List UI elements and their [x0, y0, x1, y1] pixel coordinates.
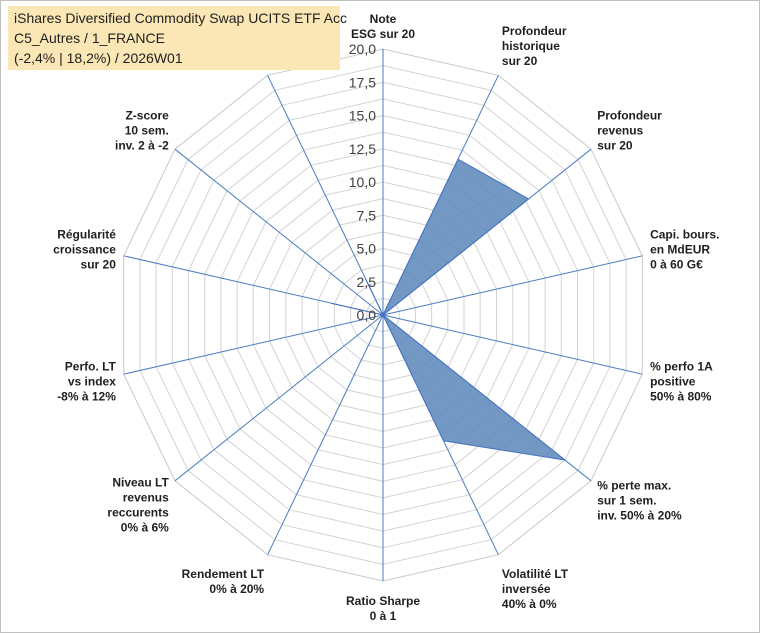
radar-tick-label: 20,0: [349, 41, 376, 57]
radar-axis-label-line: Profondeur: [597, 109, 662, 123]
radar-series-area: [330, 158, 567, 461]
chart-title-stats: (-2,4% | 18,2%) / 2026W01: [14, 50, 183, 66]
radar-axis-label-line: Capi. bours.: [650, 228, 719, 242]
radar-axis-label-line: 0% à 6%: [121, 521, 169, 535]
radar-axis-label-line: Ratio Sharpe: [346, 594, 420, 608]
chart-title-fund-name: iShares Diversified Commodity Swap UCITS…: [14, 10, 347, 26]
radar-axis-label-line: % perte max.: [597, 478, 671, 492]
radar-tick-label: 5,0: [357, 241, 377, 257]
radar-axis-label-line: revenus: [597, 124, 643, 138]
radar-axis-label-line: Niveau LT: [112, 476, 169, 490]
radar-tick-label: 15,0: [349, 108, 376, 124]
radar-axis-label-line: 40% à 0%: [502, 597, 557, 611]
radar-axis-label-line: vs index: [68, 375, 116, 389]
radar-axis-label-line: sur 20: [597, 139, 633, 153]
chart-title-box: iShares Diversified Commodity Swap UCITS…: [8, 6, 347, 70]
radar-axis-label-line: Rendement LT: [182, 567, 265, 581]
radar-tick-label: 0,0: [357, 307, 377, 323]
radar-tick-label: 17,5: [349, 74, 376, 90]
radar-tick-label: 10,0: [349, 174, 376, 190]
radar-axis-label-line: sur 20: [81, 258, 117, 272]
radar-axis-label-line: Z-score: [125, 109, 169, 123]
radar-axis-label-line: Profondeur: [502, 24, 567, 38]
radar-axis-label-line: reccurents: [107, 506, 169, 520]
radar-tick-label: 2,5: [357, 274, 377, 290]
radar-axis-label: % perte max.sur 1 sem.inv. 50% à 20%: [597, 478, 682, 522]
radar-axis-label-line: revenus: [123, 491, 169, 505]
radar-axis-label-line: Note: [370, 12, 397, 26]
radar-spoke: [382, 255, 643, 316]
radar-axis-label-line: Régularité: [57, 228, 116, 242]
radar-axis-label-line: croissance: [53, 243, 116, 257]
radar-spoke: [382, 314, 643, 375]
radar-axis-label-line: positive: [650, 375, 696, 389]
radar-axis-label-line: ESG sur 20: [351, 27, 415, 41]
radar-axis-label: Rendement LT0% à 20%: [182, 567, 265, 596]
radar-axis-label-line: sur 1 sem.: [597, 493, 656, 507]
radar-spoke: [267, 75, 384, 316]
radar-axis-label-line: 50% à 80%: [650, 390, 712, 404]
radar-axis-label-line: 0 à 1: [370, 609, 397, 623]
radar-axis-label-line: -8% à 12%: [57, 390, 116, 404]
radar-axis-label-line: 0 à 60 G€: [650, 258, 703, 272]
radar-axis-label-line: Volatilité LT: [502, 567, 569, 581]
radar-spoke: [174, 148, 384, 316]
radar-axis-label-line: sur 20: [502, 54, 538, 68]
radar-tick-label: 7,5: [357, 207, 377, 223]
radar-axis-label-line: 10 sem.: [125, 124, 169, 138]
radar-tick-label: 12,5: [349, 141, 376, 157]
radar-axis-label-line: en MdEUR: [650, 243, 710, 257]
radar-axis-label-line: % perfo 1A: [650, 360, 713, 374]
chart-title-category: C5_Autres / 1_FRANCE: [14, 30, 165, 46]
radar-axis-label-line: inversée: [502, 582, 551, 596]
radar-spoke: [123, 314, 384, 375]
radar-axis-label-line: Perfo. LT: [65, 360, 117, 374]
radar-spoke: [267, 314, 384, 555]
radar-axis-label-line: inv. 2 à -2: [115, 139, 169, 153]
radar-axis-label-line: inv. 50% à 20%: [597, 508, 682, 522]
radar-axis-label-line: 0% à 20%: [209, 582, 264, 596]
radar-spoke: [174, 314, 384, 482]
radar-axis-label-line: historique: [502, 39, 560, 53]
